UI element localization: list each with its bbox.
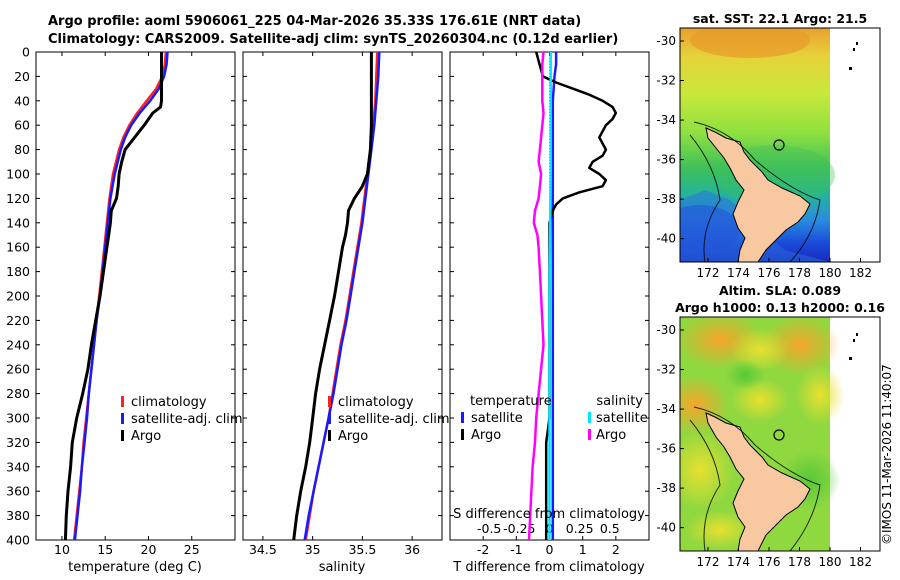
s-difference-x-tick-label: -0.5	[477, 521, 501, 536]
temperature-xlabel: temperature (deg C)	[68, 560, 202, 575]
sla-map-lon-label: 172	[697, 555, 720, 569]
depth-tick-label: 140	[6, 215, 30, 230]
salinity-legend-climatology-label: climatology	[338, 395, 414, 410]
s-difference-x-tick-label: 0.5	[600, 521, 620, 536]
depth-tick-label: 280	[6, 386, 30, 401]
sla-map-lat-label: -34	[656, 402, 676, 416]
depth-tick-label: 60	[14, 118, 30, 133]
salinity-x-tick-label: 34.5	[249, 542, 277, 557]
sst-map-lat-label: -38	[656, 192, 676, 206]
legend-t-satellite-swatch	[461, 412, 464, 423]
t-difference-x-tick-label: 0	[546, 542, 554, 557]
sst-map: -30 -32 -34 -36 -38 -40 172 174 176 178 180 182	[656, 22, 880, 280]
depth-tick-label: 20	[14, 69, 30, 84]
s-difference-x-tick-label: 0.25	[566, 521, 594, 536]
legend-salinity-title: salinity	[596, 394, 643, 409]
sst-map-lon-label: 176	[758, 266, 781, 280]
temperature-legend-argo-swatch	[121, 430, 124, 441]
temperature-x-tick-label: 15	[97, 542, 113, 557]
depth-tick-label: 220	[6, 313, 30, 328]
sst-map-lat-label: -36	[656, 153, 676, 167]
sla-map-lat-label: -36	[656, 442, 676, 456]
sla-map-lat-label: -40	[656, 521, 676, 535]
t-difference-xlabel: T difference from climatology	[452, 560, 645, 575]
legend-s-argo-swatch	[588, 429, 591, 440]
legend-s-satellite-swatch	[588, 412, 591, 423]
sla-map-lat-label: -32	[656, 363, 676, 377]
sst-map-lat-label: -34	[656, 113, 676, 127]
temperature-legend-argo-label: Argo	[131, 429, 161, 444]
salinity-x-tick-label: 36	[404, 542, 420, 557]
depth-tick-label: 200	[6, 289, 30, 304]
sst-map-lat-label: -40	[656, 232, 676, 246]
depth-tick-label: 240	[6, 337, 30, 352]
difference-line-s-satellite	[550, 52, 551, 540]
depth-tick-label: 260	[6, 362, 30, 377]
legend-s-satellite-label: satellite	[596, 411, 648, 426]
sst-map-lon-label: 174	[727, 266, 750, 280]
temperature-legend-climatology-swatch	[121, 396, 124, 407]
sla-map-lat-label: -30	[656, 323, 676, 337]
figure-canvas: 0204060801001201401601802002202402602803…	[0, 0, 900, 580]
depth-tick-label: 0	[22, 45, 30, 60]
temperature-x-tick-label: 25	[184, 542, 200, 557]
salinity-xlabel: salinity	[319, 560, 366, 575]
depth-tick-label: 100	[6, 167, 30, 182]
sst-map-lat-label: -30	[656, 34, 676, 48]
sst-map-lat-label: -32	[656, 74, 676, 88]
salinity-legend-climatology-swatch	[328, 396, 331, 407]
depth-tick-label: 180	[6, 264, 30, 279]
sla-map-lon-label: 174	[727, 555, 750, 569]
t-difference-x-tick-label: -2	[477, 542, 489, 557]
legend-t-argo-label: Argo	[471, 428, 501, 443]
salinity-legend-satellite-label: satellite-adj. clim	[338, 412, 450, 427]
legend-temperature-title: temperature	[470, 394, 552, 409]
legend-t-satellite-label: satellite	[471, 411, 523, 426]
t-difference-x-tick-label: -1	[510, 542, 522, 557]
salinity-legend-satellite-swatch	[328, 413, 331, 424]
copyright-timestamp: ©IMOS 11-Mar-2026 11:40:07	[880, 364, 894, 545]
sla-map-lon-label: 180	[819, 555, 842, 569]
depth-tick-label: 120	[6, 191, 30, 206]
depth-tick-label: 300	[6, 411, 30, 426]
depth-tick-label: 360	[6, 484, 30, 499]
depth-tick-label: 40	[14, 93, 30, 108]
t-difference-x-tick-label: 1	[579, 542, 587, 557]
sla-map-lon-label: 178	[788, 555, 811, 569]
legend-s-argo-label: Argo	[596, 428, 626, 443]
depth-tick-label: 80	[14, 142, 30, 157]
depth-tick-label: 160	[6, 240, 30, 255]
sst-map-lon-label: 178	[788, 266, 811, 280]
temperature-x-tick-label: 10	[54, 542, 70, 557]
salinity-x-tick-label: 35	[305, 542, 321, 557]
sst-map-lon-label: 182	[849, 266, 872, 280]
depth-tick-label: 320	[6, 435, 30, 450]
sst-map-lon-label: 180	[819, 266, 842, 280]
depth-tick-label: 400	[6, 533, 30, 548]
depth-tick-label: 380	[6, 508, 30, 523]
sla-map-lon-label: 176	[758, 555, 781, 569]
sla-map: -30 -32 -34 -36 -38 -40 172 174 176 178 180 182	[656, 312, 880, 569]
legend-t-argo-swatch	[461, 429, 464, 440]
sla-map-lat-label: -38	[656, 481, 676, 495]
salinity-x-tick-label: 35.5	[348, 542, 376, 557]
temperature-legend-satellite-swatch	[121, 413, 124, 424]
temperature-legend-climatology-label: climatology	[131, 395, 207, 410]
temperature-legend-satellite-label: satellite-adj. clim	[131, 412, 243, 427]
s-difference-xlabel: S difference from climatology	[453, 507, 645, 522]
salinity-legend-argo-swatch	[328, 430, 331, 441]
t-difference-x-tick-label: 2	[612, 542, 620, 557]
temperature-x-tick-label: 20	[141, 542, 157, 557]
sst-map-lon-label: 172	[697, 266, 720, 280]
sla-map-lon-label: 182	[849, 555, 872, 569]
depth-tick-label: 340	[6, 459, 30, 474]
salinity-panel	[243, 52, 442, 540]
salinity-legend-argo-label: Argo	[338, 429, 368, 444]
temperature-panel	[36, 52, 235, 540]
